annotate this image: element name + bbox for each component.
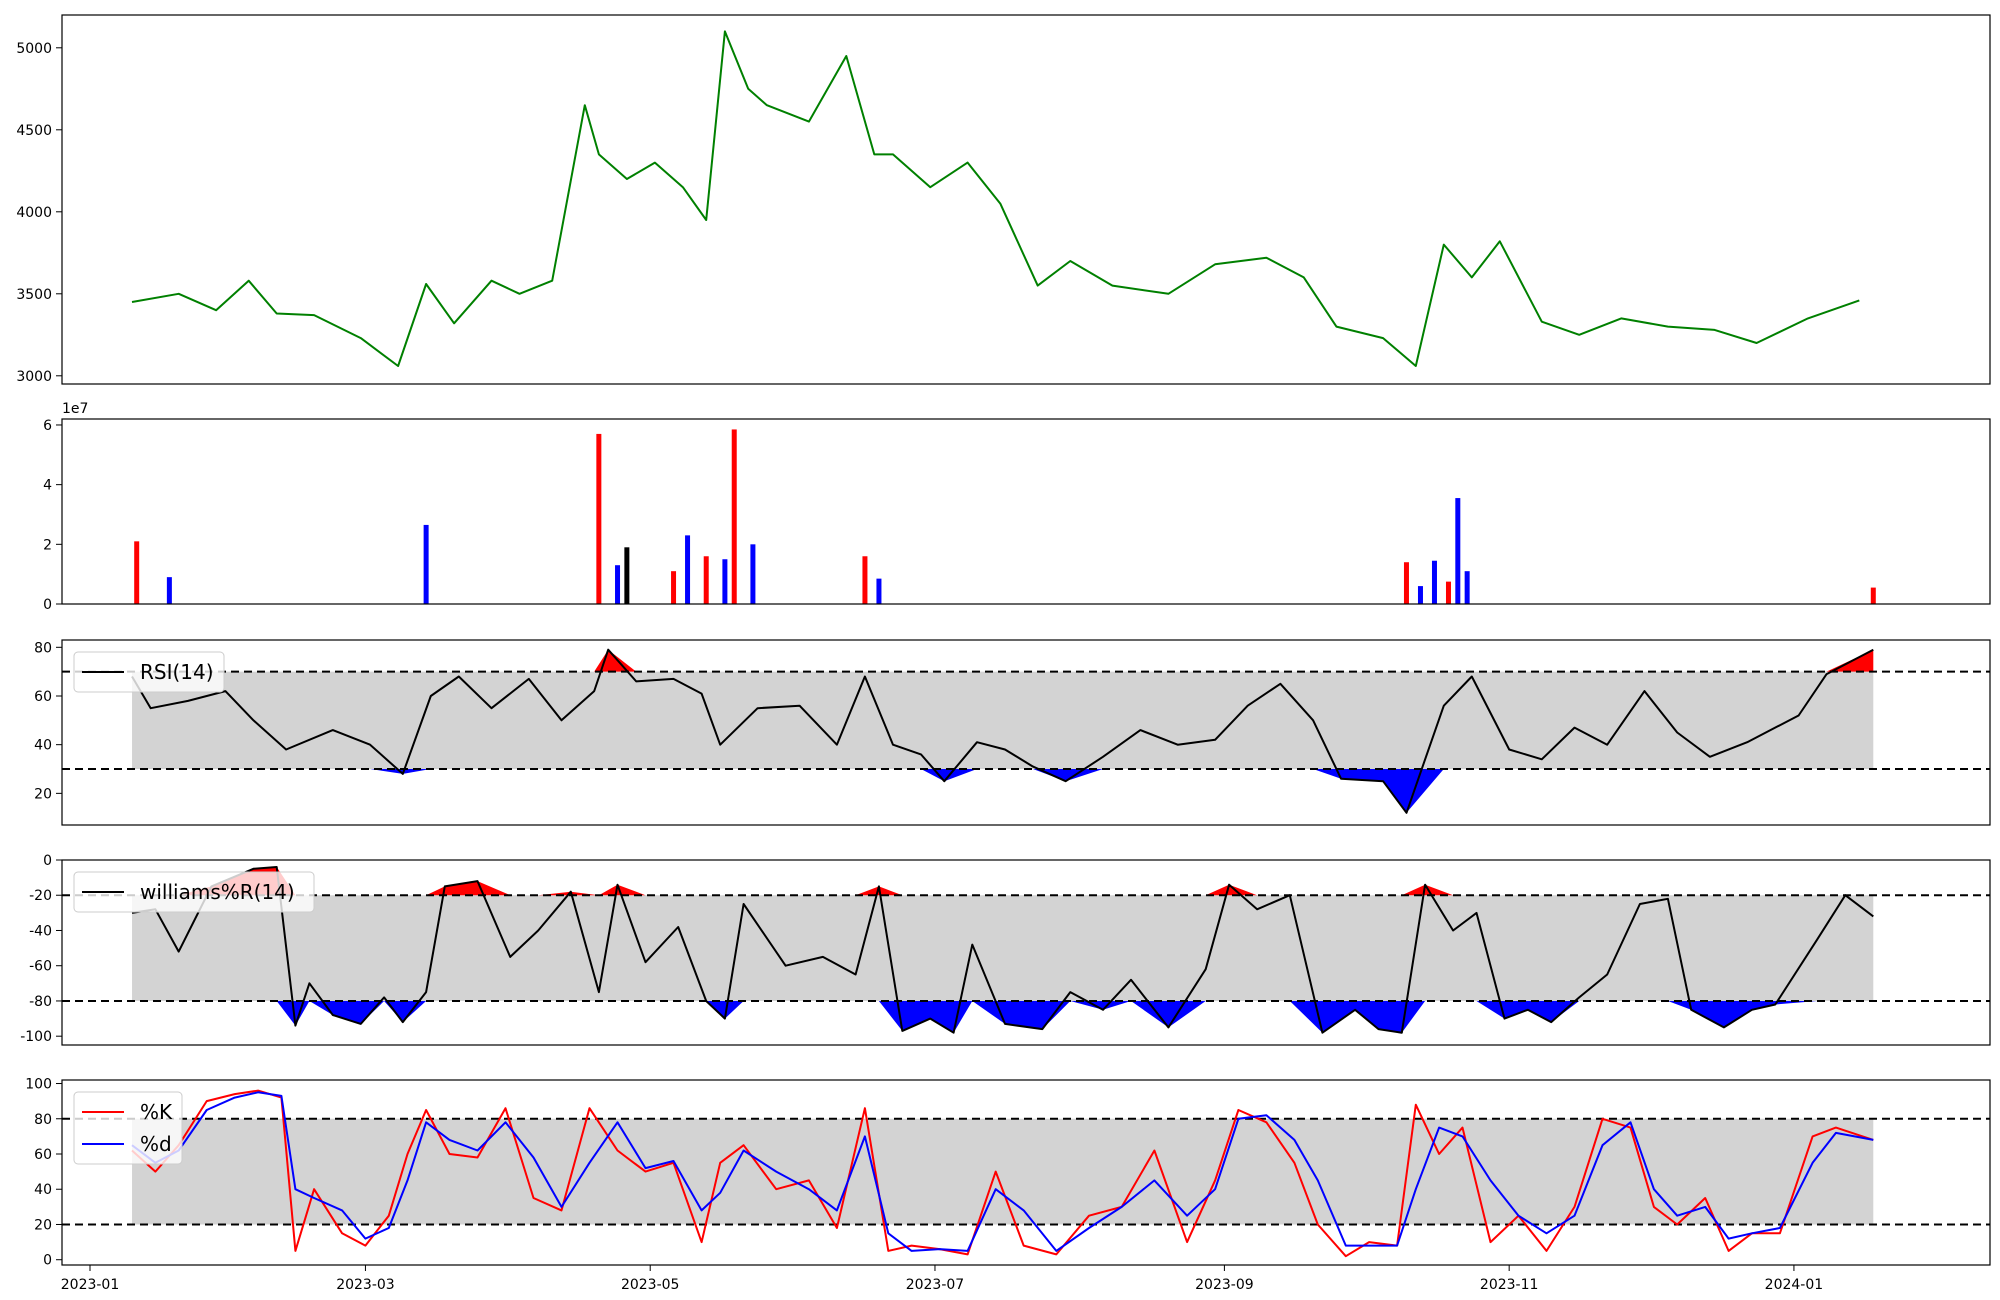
volume-bar [685, 535, 691, 604]
y-tick-label: -60 [29, 959, 52, 975]
williams-panel: 0 -20 -40 -60 -80 -100 williams%R(14) [20, 853, 1991, 1046]
volume-bar [615, 565, 621, 604]
overbought-fill [132, 867, 1874, 896]
legend-box [73, 651, 225, 693]
volume-bar [876, 578, 882, 604]
k-line [131, 1089, 1874, 1258]
x-axis: 2023-01 2023-03 2023-05 2023-07 2023-09 2023-… [61, 1265, 1823, 1293]
legend-box [73, 1091, 183, 1165]
y-tick-label: 0 [43, 1253, 52, 1269]
y-tick-label: 60 [34, 689, 52, 705]
y-tick-label: 60 [34, 1147, 52, 1163]
legend-box [73, 871, 315, 913]
y-tick-label: 80 [34, 1112, 52, 1128]
volume-bar [1464, 571, 1470, 604]
legend-label: RSI(14) [140, 660, 214, 684]
volume-bar [722, 559, 728, 604]
volume-bar [671, 571, 677, 604]
oversold-fill [132, 769, 1874, 813]
y-tick-label: -80 [29, 994, 52, 1010]
price-line [131, 30, 1860, 367]
williams-line [131, 866, 1874, 1034]
x-tick-label: 2023-09 [1195, 1277, 1254, 1293]
volume-bar [1870, 587, 1876, 604]
volume-bar [1445, 581, 1451, 604]
d-line [131, 1091, 1874, 1252]
stochastic-panel: 0 20 40 60 80 100 %K %d [25, 1077, 1991, 1269]
rsi-line [131, 648, 1874, 814]
y-tick-label: -40 [29, 923, 52, 939]
y-tick-label: 20 [34, 786, 52, 802]
y-tick-label: 4000 [16, 205, 52, 221]
y-tick-label: 4 [43, 478, 52, 494]
y-tick-label: 40 [34, 738, 52, 754]
volume-bar [1455, 498, 1461, 604]
y-tick-label: 80 [34, 640, 52, 656]
band-fill [132, 1118, 1874, 1225]
x-tick-label: 2023-01 [61, 1277, 120, 1293]
volume-bar [750, 544, 756, 604]
y-tick-label: 0 [43, 597, 52, 613]
y-tick-label: 6 [43, 418, 52, 434]
volume-bar [166, 577, 172, 604]
volume-bar [1403, 562, 1409, 604]
volume-bar [134, 541, 140, 604]
y-tick-label: 3500 [16, 287, 52, 303]
volume-bar [862, 556, 868, 604]
y-tick-label: 4500 [16, 123, 52, 139]
x-tick-label: 2023-03 [336, 1277, 395, 1293]
price-panel: 3000 3500 4000 4500 5000 [16, 14, 1991, 385]
band-fill [132, 671, 1874, 770]
y-tick-label: 3000 [16, 369, 52, 385]
volume-panel: 0 2 4 6 1e7 [43, 401, 1991, 613]
legend-label: %K [140, 1100, 173, 1124]
volume-bar [624, 547, 630, 604]
axes-frame [61, 418, 1991, 605]
y-tick-label: -100 [20, 1029, 52, 1045]
overbought-fill [132, 649, 1874, 672]
volume-bar [731, 429, 737, 604]
legend-label: %d [140, 1132, 172, 1156]
y-tick-label: 2 [43, 537, 52, 553]
volume-bar [1431, 560, 1437, 604]
x-tick-label: 2023-07 [906, 1277, 965, 1293]
volume-bar [423, 524, 429, 604]
y-tick-label: 0 [43, 853, 52, 869]
legend-label: williams%R(14) [140, 880, 295, 904]
y-tick-label: 20 [34, 1217, 52, 1233]
axes-frame [61, 639, 1991, 826]
axes-frame [61, 1079, 1991, 1266]
band-fill [132, 895, 1874, 1001]
volume-bar [703, 556, 709, 604]
y-offset-label: 1e7 [62, 401, 88, 417]
x-tick-label: 2023-05 [621, 1277, 680, 1293]
y-tick-label: 100 [25, 1077, 52, 1093]
volume-bar [1417, 586, 1423, 604]
y-tick-label: -20 [29, 888, 52, 904]
x-tick-label: 2023-11 [1480, 1277, 1539, 1293]
axes-frame [61, 859, 1991, 1046]
axes-frame [61, 14, 1991, 385]
rsi-panel: 20 40 60 80 RSI(14) [34, 639, 1991, 826]
volume-bar [596, 433, 602, 604]
y-tick-label: 5000 [16, 41, 52, 57]
volume-bars [134, 429, 1876, 604]
y-tick-label: 40 [34, 1182, 52, 1198]
x-tick-label: 2024-01 [1765, 1277, 1824, 1293]
